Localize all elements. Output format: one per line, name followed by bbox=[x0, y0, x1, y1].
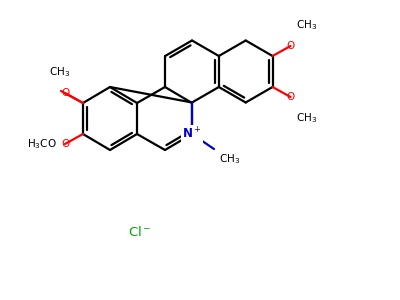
Text: O: O bbox=[61, 139, 69, 149]
Text: Cl$^-$: Cl$^-$ bbox=[128, 225, 152, 239]
Text: O: O bbox=[61, 88, 69, 98]
Text: H$_3$CO: H$_3$CO bbox=[27, 137, 57, 151]
Text: CH$_3$: CH$_3$ bbox=[296, 18, 317, 32]
Text: N$^+$: N$^+$ bbox=[182, 126, 202, 142]
Text: CH$_3$: CH$_3$ bbox=[219, 152, 240, 166]
Text: CH$_3$: CH$_3$ bbox=[49, 65, 71, 79]
Text: O: O bbox=[286, 41, 295, 51]
Text: CH$_3$: CH$_3$ bbox=[296, 111, 317, 125]
Text: O: O bbox=[286, 92, 295, 102]
